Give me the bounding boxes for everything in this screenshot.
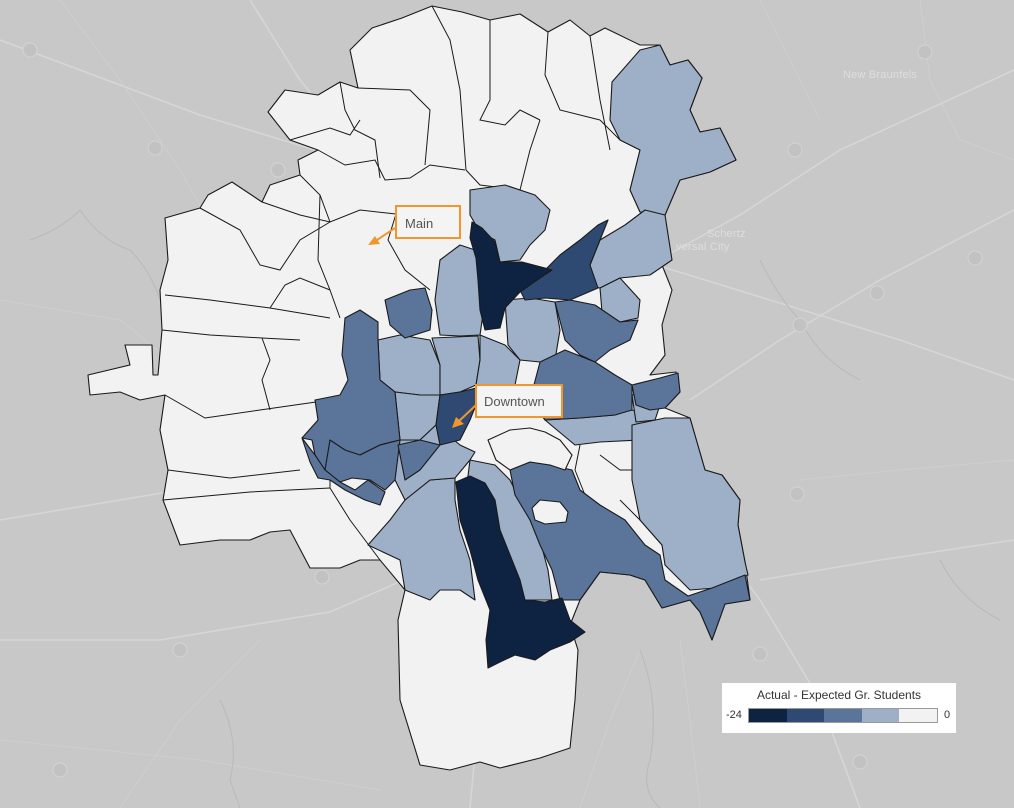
legend-title: Actual - Expected Gr. Students	[756, 688, 922, 702]
callout-main[interactable]: Main	[368, 205, 461, 245]
highway-shield-icon	[52, 762, 68, 778]
callout-downtown-label: Downtown	[484, 394, 545, 409]
highway-shield-icon	[792, 317, 808, 333]
zones-level-4	[455, 221, 586, 669]
highway-shield-icon	[789, 486, 805, 502]
zone-far-east	[631, 372, 681, 411]
district-boundaries	[161, 5, 663, 561]
legend-swatch-level-2	[824, 709, 862, 722]
highway-shield-icon	[172, 642, 188, 658]
zone-southeast	[509, 461, 751, 641]
zone-downtown	[435, 387, 477, 446]
callout-main-box[interactable]	[395, 205, 461, 239]
highway-shield-icon	[22, 42, 38, 58]
zones-level-3	[435, 219, 609, 446]
zones-level-1	[367, 44, 749, 601]
place-label-universal-city: versal City	[676, 241, 730, 253]
callout-downtown-box[interactable]	[475, 384, 563, 418]
zone-north-darkest	[469, 221, 553, 331]
legend: Actual - Expected Gr. Students -24 0	[722, 683, 956, 733]
zone-south-darkest	[455, 475, 586, 669]
zone-northeast-inner	[554, 299, 639, 363]
zones-level-2	[301, 287, 751, 641]
highway-shield-icon	[752, 646, 768, 662]
zone-enclave	[531, 499, 569, 525]
zone-east-large	[631, 417, 749, 591]
callout-main-arrow-icon	[373, 227, 396, 243]
callout-downtown-arrow-icon	[457, 404, 477, 423]
legend-swatch-level-3	[786, 709, 825, 722]
callout-main-arrowhead-icon	[368, 236, 380, 245]
legend-swatch-level-4	[749, 709, 787, 722]
legend-color-ramp	[748, 708, 938, 723]
callout-downtown[interactable]: Downtown	[452, 384, 563, 428]
callout-downtown-arrowhead-icon	[452, 417, 464, 428]
callout-main-label: Main	[405, 216, 433, 231]
legend-min-label: -24	[726, 709, 742, 721]
legend-swatch-level-0	[899, 709, 937, 722]
highway-shield-icon	[852, 754, 868, 770]
place-label-new-braunfels: New Braunfels	[843, 69, 917, 81]
highway-shield-icon	[314, 569, 330, 585]
zone-northeast-dark	[519, 219, 609, 301]
legend-max-label: 0	[944, 709, 951, 721]
zone-southeast-white	[487, 427, 573, 471]
zone-far-west	[301, 437, 386, 506]
zone-north-mid	[504, 297, 561, 363]
zone-northeast	[609, 44, 737, 216]
highway-shield-icon	[147, 140, 163, 156]
place-label-schertz: Schertz	[707, 228, 746, 240]
legend-swatch-level-1	[861, 709, 900, 722]
zone-northwest-inner	[384, 287, 433, 339]
highway-shield-icon	[917, 44, 933, 60]
highway-shields	[22, 42, 983, 778]
highway-shield-icon	[787, 142, 803, 158]
highway-shield-icon	[967, 250, 983, 266]
highway-shield-icon	[270, 162, 286, 178]
highway-shield-icon	[869, 285, 885, 301]
zone-downtown-south	[397, 439, 441, 481]
zone-central-mid	[431, 335, 481, 396]
